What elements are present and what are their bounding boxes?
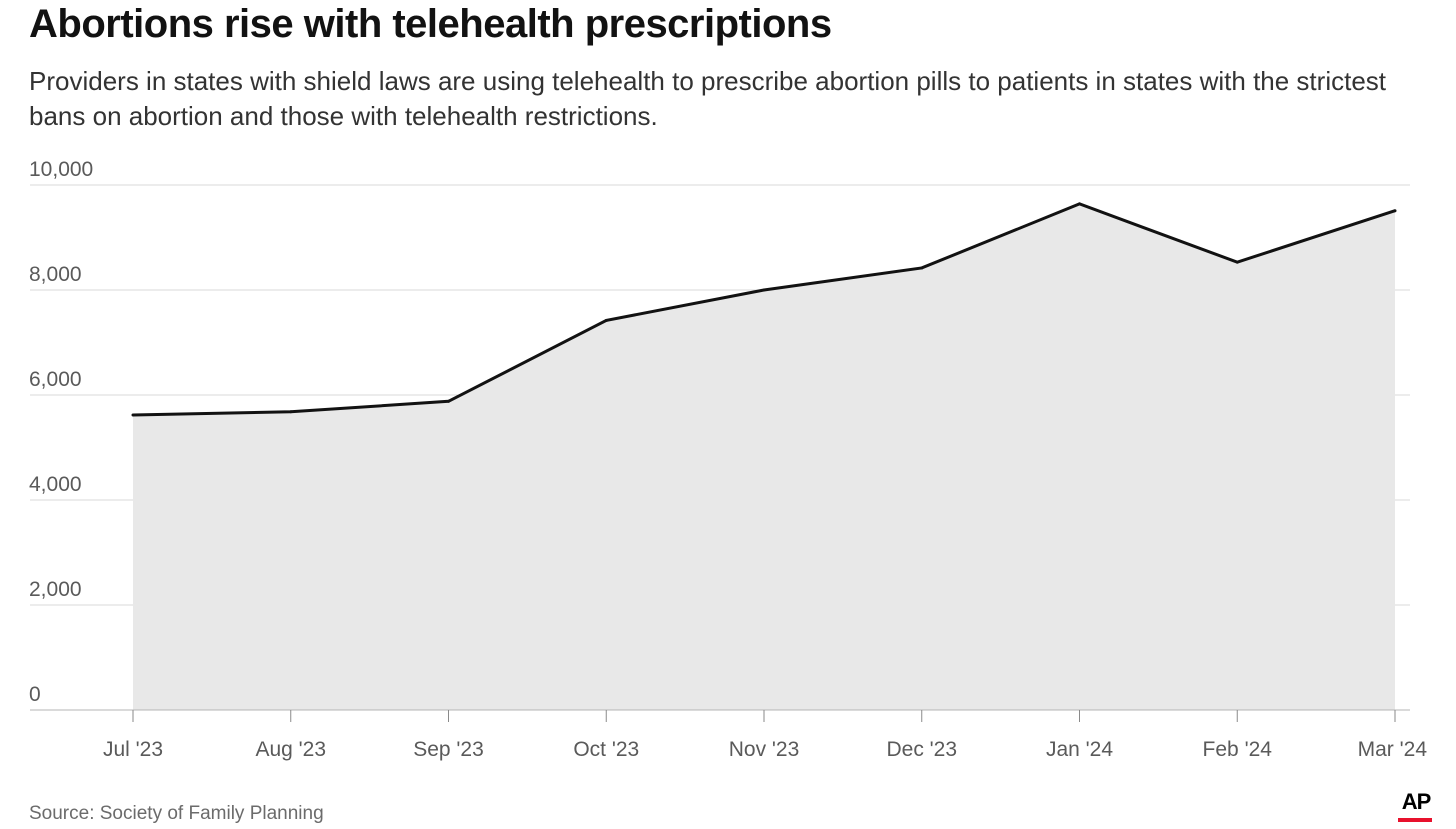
area-fill	[133, 203, 1395, 710]
x-tick-label: Nov '23	[729, 738, 800, 761]
data-point	[604, 318, 608, 322]
x-tick-label: Mar '24	[1358, 738, 1428, 761]
y-tick-label: 4,000	[29, 473, 82, 496]
chart-title: Abortions rise with telehealth prescript…	[29, 2, 832, 46]
ap-logo-underline	[1398, 818, 1432, 822]
chart-subtitle: Providers in states with shield laws are…	[29, 66, 1387, 131]
tick-labels: 0 2,000 4,000 6,000 8,000 10,000 Jul '23 Aug '2…	[29, 158, 1427, 761]
area-layer	[133, 203, 1395, 710]
data-point	[762, 288, 766, 292]
source-note: Source: Society of Family Planning	[29, 803, 324, 824]
data-point	[1078, 202, 1081, 206]
x-tick-label: Oct '23	[573, 738, 639, 761]
data-point	[131, 413, 135, 417]
x-tick-label: Sep '23	[413, 738, 484, 761]
x-tick-label: Feb '24	[1203, 738, 1273, 761]
x-tick-label: Jul '23	[103, 738, 163, 761]
x-tick-label: Aug '23	[255, 738, 326, 761]
data-point	[1235, 260, 1239, 264]
ap-logo: AP	[1398, 789, 1434, 825]
data-point	[447, 399, 450, 403]
data-point	[920, 266, 924, 270]
line-layer	[131, 202, 1397, 417]
x-axis	[30, 709, 1410, 722]
x-tick-label: Jan '24	[1046, 738, 1113, 761]
y-tick-label: 2,000	[29, 578, 82, 601]
y-tick-label: 0	[29, 683, 41, 706]
x-tick-label: Dec '23	[886, 738, 957, 761]
y-tick-label: 8,000	[29, 263, 82, 286]
y-tick-label: 10,000	[29, 158, 93, 181]
y-tick-label: 6,000	[29, 368, 82, 391]
ap-logo-text: AP	[1401, 789, 1432, 814]
data-point	[1393, 209, 1397, 213]
data-point	[289, 410, 293, 414]
